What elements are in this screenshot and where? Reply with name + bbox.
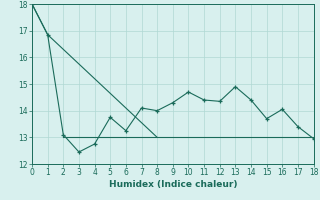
X-axis label: Humidex (Indice chaleur): Humidex (Indice chaleur)	[108, 180, 237, 189]
